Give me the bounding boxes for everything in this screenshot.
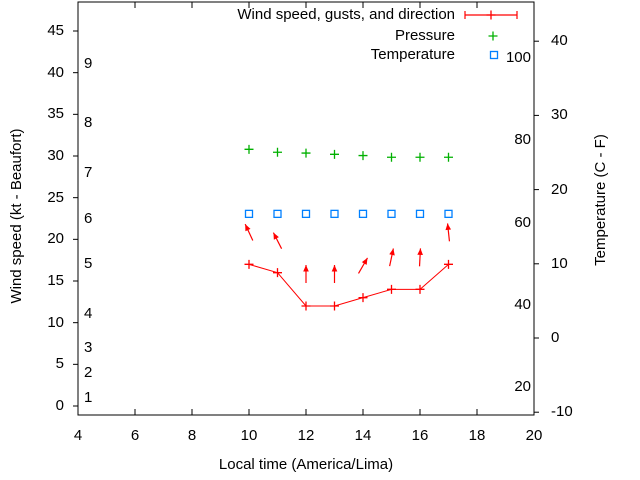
wind-series-line [248, 263, 449, 307]
temperature-marker [387, 209, 396, 219]
wind-point-marker [387, 284, 396, 294]
wind-direction-arrow-head [273, 232, 279, 240]
wind-point-marker [358, 293, 368, 303]
temperature-marker [273, 209, 282, 219]
x-tick-label: 14 [354, 427, 372, 444]
left-tick-label: 35 [47, 105, 64, 123]
beaufort-label: 4 [84, 305, 93, 323]
legend-label-pressure: Pressure [394, 27, 455, 44]
beaufort-label: 5 [84, 255, 93, 273]
temperature-marker [244, 209, 254, 219]
fahrenheit-label: 100 [505, 48, 531, 66]
wind-direction-arrow-head [331, 265, 338, 272]
left-tick-label: 5 [55, 355, 64, 373]
left-tick-label: 25 [47, 188, 64, 206]
x-tick-label: 8 [187, 427, 197, 444]
celsius-tick-label: 0 [551, 329, 560, 346]
fahrenheit-label: 80 [514, 131, 531, 149]
fahrenheit-label: 60 [514, 213, 531, 231]
beaufort-label: 2 [84, 363, 93, 381]
x-tick-label: 18 [468, 427, 486, 444]
left-axis-title: Wind speed (kt - Beaufort) [8, 128, 25, 304]
right-axis-title: Temperature (C - F) [592, 134, 609, 266]
wind-point-marker [330, 301, 339, 311]
left-tick-label: 0 [55, 397, 64, 414]
x-tick-label: 12 [297, 427, 315, 444]
pressure-marker [273, 147, 282, 157]
celsius-tick-label: 20 [551, 180, 568, 198]
wind-direction-arrow-head [303, 265, 309, 272]
pressure-marker [415, 152, 425, 162]
wind-direction-arrow-head [389, 248, 395, 256]
wind-direction-arrow-head [445, 223, 452, 231]
left-tick-label: 15 [47, 272, 64, 289]
temperature-marker [358, 209, 368, 219]
fahrenheit-label: 40 [514, 296, 531, 314]
left-tick-label: 45 [47, 22, 64, 39]
pressure-marker [301, 148, 311, 158]
beaufort-label: 3 [84, 338, 93, 356]
x-tick-label: 20 [525, 427, 543, 444]
wind-point-marker [273, 268, 282, 278]
wind-point-marker [244, 259, 254, 269]
x-tick-label: 6 [130, 427, 140, 444]
wind-point-marker [444, 259, 453, 269]
x-axis-title: Local time (America/Lima) [218, 456, 394, 473]
x-tick-label: 4 [73, 427, 83, 444]
left-tick-label: 10 [47, 313, 64, 331]
legend-key-errorbar-plus [486, 10, 496, 20]
beaufort-label: 9 [84, 55, 93, 73]
pressure-marker [387, 152, 396, 162]
celsius-tick-label: 10 [551, 254, 568, 272]
wind-direction-arrow-head [245, 224, 251, 232]
plot-border [77, 1, 535, 416]
beaufort-label: 6 [84, 209, 93, 227]
celsius-tick-label: 40 [551, 32, 568, 50]
left-tick-label: 40 [47, 63, 64, 81]
temperature-marker [415, 209, 425, 219]
beaufort-label: 8 [84, 113, 93, 131]
temperature-marker [330, 209, 339, 219]
x-tick-label: 16 [411, 427, 429, 444]
temperature-marker [444, 209, 453, 219]
legend-label-temperature: Temperature [370, 46, 455, 63]
beaufort-label: 7 [84, 163, 93, 181]
wind-point-marker [415, 284, 425, 294]
wind-direction-arrow-head [417, 248, 423, 255]
pressure-marker [330, 149, 339, 159]
wind-point-marker [301, 301, 311, 311]
x-tick-label: 10 [240, 427, 258, 444]
pressure-marker [358, 151, 368, 161]
pressure-marker [444, 152, 453, 162]
left-tick-label: 30 [47, 147, 64, 164]
legend-key-plus [488, 31, 498, 41]
celsius-tick-label: 30 [551, 106, 568, 124]
celsius-tick-label: -10 [551, 403, 573, 421]
legend-label-wind: Wind speed, gusts, and direction [237, 6, 455, 23]
fahrenheit-label: 20 [514, 378, 531, 396]
legend-key-square [489, 50, 499, 60]
beaufort-label: 1 [84, 388, 93, 406]
wind-direction-arrow-head [361, 257, 368, 265]
left-tick-label: 20 [47, 230, 64, 248]
temperature-marker [301, 209, 311, 219]
pressure-marker [244, 144, 254, 154]
